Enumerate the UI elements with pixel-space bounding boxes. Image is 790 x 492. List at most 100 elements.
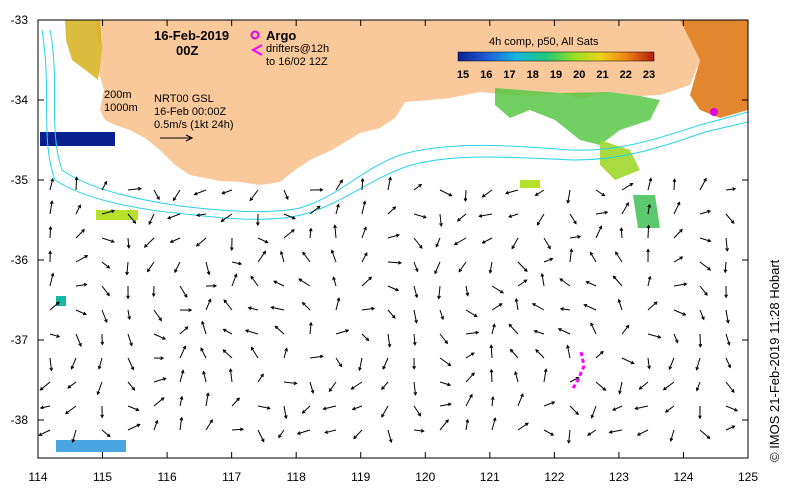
current-vector-head (500, 289, 504, 294)
current-vector-head (657, 334, 662, 339)
y-tick-label: -36 (11, 253, 29, 267)
current-vector (465, 419, 469, 431)
current-vector (647, 178, 652, 191)
current-vector (663, 381, 675, 391)
current-vector (127, 357, 134, 370)
current-vector-head (240, 427, 245, 432)
current-vector (387, 309, 396, 319)
current-vector (543, 401, 555, 407)
current-vector (387, 234, 400, 239)
current-vector-head (573, 220, 577, 225)
sst-tick-label: 19 (550, 69, 562, 81)
current-vector-head (222, 349, 227, 354)
current-vector-head (183, 294, 188, 298)
current-vector-head (481, 240, 486, 244)
current-vector-head (184, 326, 189, 330)
current-vector-head (196, 213, 201, 217)
current-vector-head (619, 227, 624, 232)
current-vector-head (110, 239, 115, 243)
current-vector (170, 237, 181, 243)
current-vector (40, 381, 51, 391)
current-vector (465, 394, 473, 407)
current-vector-head (726, 341, 731, 346)
current-vector-head (56, 334, 61, 338)
plot-frame (37, 19, 749, 459)
current-vector-head (534, 192, 539, 196)
current-vector-head (583, 303, 588, 308)
current-vector-head (274, 325, 279, 330)
current-vector (465, 352, 475, 359)
current-vector-head (74, 176, 79, 181)
current-vector (231, 261, 242, 265)
current-vector (297, 429, 311, 435)
current-vector (174, 261, 181, 273)
current-vector-head (695, 387, 700, 392)
current-vector (517, 279, 527, 287)
current-vector (387, 429, 392, 443)
current-vector-head (39, 405, 44, 410)
sst-patch-mid (495, 88, 660, 145)
current-vector (245, 329, 259, 335)
current-vector (71, 357, 77, 369)
drifters-label: drifters@12h (266, 43, 329, 55)
current-vector (323, 405, 337, 410)
current-vector-head (381, 413, 385, 418)
current-vector-head (324, 430, 329, 434)
current-vector (101, 237, 115, 243)
current-vector (489, 261, 493, 273)
current-vector (361, 178, 364, 191)
current-vector (465, 285, 469, 296)
current-vector-head (679, 228, 683, 233)
sst-patch-cold (40, 132, 115, 146)
sst-tick-label: 18 (527, 69, 539, 81)
current-vector-head (707, 266, 712, 271)
current-vector (647, 276, 651, 287)
current-vector (491, 324, 496, 335)
current-vector (696, 357, 701, 370)
sst-tick-label: 16 (480, 69, 492, 81)
current-vector-head (39, 386, 44, 391)
current-vector-head (490, 396, 495, 401)
current-vector-head (100, 341, 105, 346)
current-vector (205, 393, 209, 407)
sst-tick-label: 21 (596, 69, 608, 81)
current-vector (49, 301, 60, 311)
current-vector (505, 189, 519, 194)
current-vector-head (143, 244, 148, 248)
current-vector-head (332, 276, 336, 281)
current-vector (101, 261, 110, 269)
current-vector-head (49, 200, 54, 205)
current-vector-head (106, 264, 111, 269)
current-vector (153, 309, 162, 321)
current-vector-head (679, 256, 684, 260)
current-vector (361, 227, 367, 239)
current-vector-head (725, 247, 729, 252)
current-vector (725, 381, 735, 393)
current-vector-head (353, 435, 357, 440)
current-vector (257, 237, 268, 243)
current-vector (72, 429, 77, 443)
current-vector (517, 261, 528, 272)
current-vector-head (523, 279, 528, 284)
current-vector-head (730, 389, 735, 393)
current-vector (98, 357, 103, 369)
current-vector-head (540, 272, 545, 277)
current-vector (351, 381, 363, 390)
current-vector-head (308, 321, 313, 326)
current-vector-head (447, 402, 452, 407)
sst-tick-label: 17 (503, 69, 515, 81)
current-vector-head (723, 269, 728, 274)
current-vector-head (156, 196, 160, 201)
current-vector (283, 405, 287, 419)
current-vector-head (604, 210, 609, 215)
sst-patch-east (680, 20, 748, 118)
current-vector (173, 189, 181, 201)
current-vector-head (221, 190, 226, 195)
y-tick-label: -38 (11, 413, 29, 427)
current-vector-head (703, 177, 707, 182)
current-vector (621, 202, 629, 215)
current-vector-head (664, 409, 669, 413)
current-vector-head (695, 366, 700, 371)
x-axis: 114 115 116 117 118 119 120 121 122 123 124 125 (28, 20, 758, 484)
current-vector-head (293, 381, 298, 386)
